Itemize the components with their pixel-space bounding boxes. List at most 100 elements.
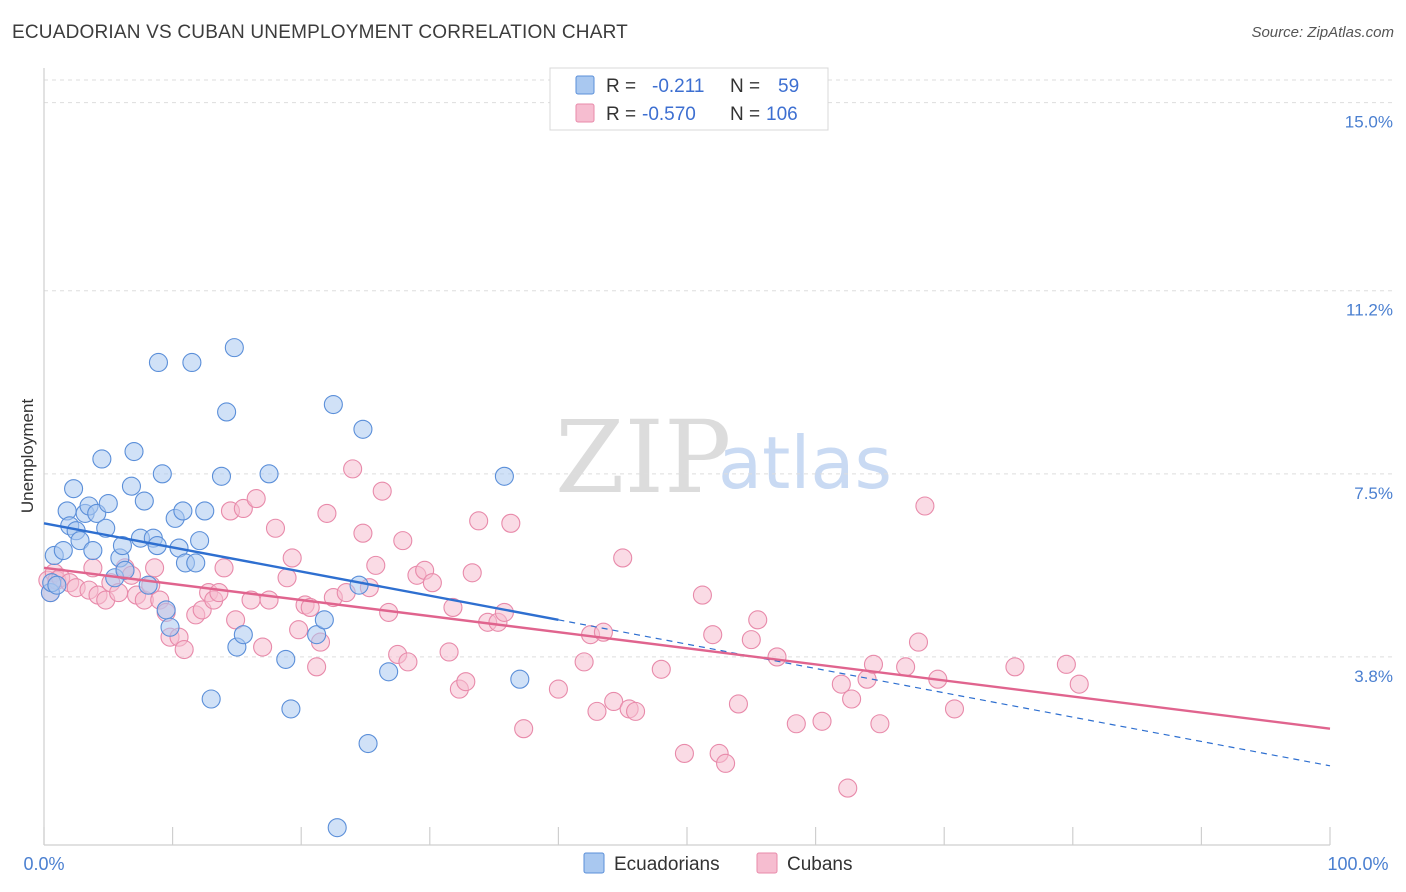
ecuadorian-point bbox=[160, 617, 180, 637]
ecuadorian-point bbox=[281, 699, 301, 719]
ecuadorian-point bbox=[53, 540, 73, 561]
cuban-point bbox=[233, 498, 253, 519]
ecuadorian-point bbox=[173, 501, 193, 521]
y-tick-label: 7.5% bbox=[1354, 484, 1393, 503]
ecuadorian-point bbox=[152, 464, 172, 484]
legend-r-label-cubans: R = bbox=[606, 104, 636, 125]
cuban-point bbox=[277, 568, 297, 588]
cuban-point bbox=[692, 585, 712, 605]
cuban-point bbox=[842, 689, 862, 709]
cuban-point bbox=[1056, 654, 1076, 674]
y-tick-label: 3.8% bbox=[1354, 667, 1393, 686]
ecuadorian-point bbox=[115, 560, 135, 580]
cuban-point bbox=[265, 518, 286, 538]
watermark-atlas: atlas bbox=[718, 421, 892, 505]
legend-n-value-ecuadorians: 59 bbox=[778, 76, 799, 97]
ecuadorian-point bbox=[358, 733, 378, 754]
ecuadorian-point bbox=[98, 493, 118, 514]
cuban-point bbox=[831, 674, 851, 694]
trend-lines bbox=[43, 522, 1331, 767]
cuban-point bbox=[398, 652, 418, 672]
series-legend: Ecuadorians Cubans bbox=[583, 852, 853, 875]
cuban-point bbox=[209, 583, 229, 603]
cuban-point bbox=[604, 691, 624, 712]
grid-lines bbox=[44, 79, 1392, 658]
ecuadorian-trend-extension bbox=[558, 619, 1331, 767]
cuban-point bbox=[253, 637, 273, 657]
ecuadorian-point bbox=[201, 689, 221, 709]
cuban-point bbox=[393, 531, 413, 551]
stats-legend: R = -0.211 N = 59 R = -0.570 N = 106 bbox=[549, 67, 829, 131]
cuban-point bbox=[728, 694, 748, 714]
ecuadorian-point bbox=[64, 479, 84, 499]
ecuadorian-point bbox=[112, 536, 132, 556]
y-tick-label: 15.0% bbox=[1345, 113, 1393, 132]
cuban-trend-line bbox=[43, 566, 1331, 730]
cuban-point bbox=[353, 523, 373, 543]
ecuadorian-point bbox=[327, 818, 347, 838]
ecuadorian-point bbox=[353, 419, 373, 439]
cuban-point bbox=[214, 558, 234, 578]
cuban-point bbox=[1069, 674, 1089, 694]
cuban-point bbox=[422, 573, 442, 593]
cuban-point bbox=[896, 657, 916, 677]
ecuadorian-point bbox=[195, 501, 215, 521]
cuban-point bbox=[343, 459, 363, 479]
cuban-point bbox=[226, 610, 246, 630]
series-legend-label-ecuadorians: Ecuadorians bbox=[614, 854, 720, 875]
cuban-point bbox=[915, 496, 935, 516]
x-ticks bbox=[43, 827, 1331, 845]
ecuadorian-trend-line bbox=[43, 522, 559, 621]
cuban-point bbox=[741, 630, 761, 650]
ecuadorian-point bbox=[379, 662, 399, 682]
cuban-point bbox=[443, 597, 463, 617]
cuban-point bbox=[174, 639, 194, 660]
cuban-point bbox=[289, 620, 309, 640]
ecuadorian-point bbox=[190, 531, 210, 551]
legend-r-value-ecuadorians: -0.211 bbox=[652, 76, 704, 97]
cuban-point bbox=[259, 590, 279, 610]
cuban-point bbox=[870, 714, 890, 734]
cuban-point bbox=[469, 511, 489, 531]
y-tick-label: 11.2% bbox=[1346, 301, 1393, 320]
cuban-point bbox=[786, 714, 806, 734]
legend-swatch-cubans bbox=[575, 103, 595, 123]
series-legend-swatch-ecuadorians bbox=[583, 852, 605, 874]
chart-title: ECUADORIAN VS CUBAN UNEMPLOYMENT CORRELA… bbox=[12, 22, 628, 43]
legend-n-label-ecuadorians: N = bbox=[730, 76, 760, 97]
legend-n-label-cubans: N = bbox=[730, 104, 760, 125]
ecuadorian-point bbox=[186, 553, 206, 573]
ecuadorian-point bbox=[83, 540, 103, 561]
cuban-point bbox=[908, 632, 929, 652]
ecuadorian-point bbox=[70, 531, 90, 551]
cuban-point bbox=[838, 778, 858, 798]
cuban-point bbox=[366, 555, 386, 575]
ecuadorian-point bbox=[314, 610, 334, 630]
legend-r-label-ecuadorians: R = bbox=[606, 76, 636, 97]
cuban-point bbox=[767, 647, 787, 667]
cuban-point bbox=[372, 481, 392, 501]
ecuadorian-point bbox=[156, 600, 176, 620]
cuban-point bbox=[300, 597, 320, 617]
cuban-point bbox=[494, 602, 514, 622]
ecuadorian-point bbox=[217, 402, 237, 422]
series-legend-swatch-cubans bbox=[756, 852, 778, 874]
cuban-point bbox=[651, 659, 671, 679]
legend-r-value-cubans: -0.570 bbox=[642, 104, 696, 125]
ecuadorian-point bbox=[138, 575, 158, 595]
ecuadorian-point bbox=[211, 466, 232, 486]
cuban-point bbox=[863, 654, 884, 674]
y-tick-labels: 3.8% 7.5% 11.2% 15.0% bbox=[1345, 113, 1393, 686]
cuban-point bbox=[307, 657, 327, 677]
ecuadorian-point bbox=[124, 442, 144, 462]
cuban-point bbox=[626, 701, 646, 721]
cuban-point bbox=[812, 711, 832, 731]
cuban-point bbox=[574, 652, 594, 672]
cuban-point bbox=[587, 701, 607, 721]
stats-legend-box bbox=[549, 67, 829, 131]
ecuadorian-point bbox=[349, 575, 369, 595]
cuban-point bbox=[145, 558, 165, 578]
cuban-point bbox=[439, 642, 459, 662]
cuban-point bbox=[944, 699, 965, 719]
